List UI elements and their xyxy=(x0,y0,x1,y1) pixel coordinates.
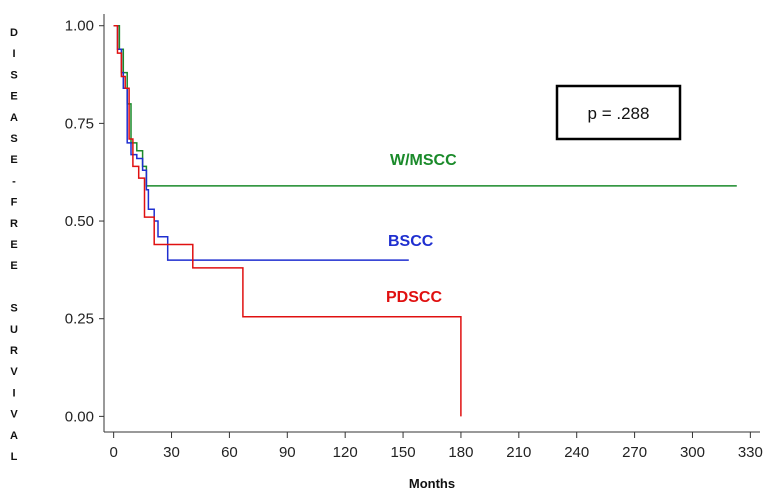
p-value-box: p = .288 xyxy=(555,84,682,141)
x-tick-label: 60 xyxy=(221,444,238,461)
series-line-bscc xyxy=(113,24,409,261)
x-tick-label: 240 xyxy=(564,444,589,461)
x-axis-title: Months xyxy=(409,476,455,491)
y-tick-label: 1.00 xyxy=(65,18,94,35)
y-axis-title-letter: A xyxy=(10,112,18,124)
x-tick-label: 180 xyxy=(448,444,473,461)
y-axis-title-letter: I xyxy=(12,387,15,399)
y-axis-title-letter: V xyxy=(10,366,18,378)
series-label-pdscc: PDSCC xyxy=(386,289,442,306)
y-axis-title-letter: I xyxy=(12,48,15,60)
y-axis-title-letter: - xyxy=(12,175,16,187)
y-tick-label: 0.50 xyxy=(65,213,94,230)
series-label-bscc: BSCC xyxy=(388,233,434,250)
x-tick-label: 90 xyxy=(279,444,296,461)
x-tick-label: 150 xyxy=(391,444,416,461)
y-tick-label: 0.75 xyxy=(65,115,94,132)
x-tick-label: 270 xyxy=(622,444,647,461)
series-label-w-mscc: W/MSCC xyxy=(390,152,457,169)
y-axis-title-letter: S xyxy=(10,303,17,315)
series-lines xyxy=(113,24,737,417)
y-axis-title-letter: E xyxy=(10,239,17,251)
y-axis-title-letter: L xyxy=(11,451,18,463)
x-axis-ticks: 0 30 60 90 120 150 180 210 240 270 300 330 xyxy=(109,432,763,461)
x-tick-label: 330 xyxy=(738,444,763,461)
p-value-text: p = .288 xyxy=(588,104,650,123)
x-tick-label: 30 xyxy=(163,444,180,461)
y-axis-ticks: 0.00 0.25 0.50 0.75 1.00 xyxy=(65,18,104,425)
y-axis-title-letter: S xyxy=(10,69,17,81)
y-axis-title-letter: E xyxy=(10,91,17,103)
y-axis-title-letter: V xyxy=(10,409,18,421)
y-axis-title-letter: A xyxy=(10,430,18,442)
y-axis-title-letter: R xyxy=(10,218,18,230)
x-tick-label: 0 xyxy=(109,444,117,461)
series-labels: W/MSCC BSCC PDSCC xyxy=(386,152,457,306)
y-tick-label: 0.00 xyxy=(65,408,94,425)
y-axis-title-letter: U xyxy=(10,324,18,336)
y-axis-title-letter: R xyxy=(10,345,18,357)
y-tick-label: 0.25 xyxy=(65,311,94,328)
y-axis-title-letter: D xyxy=(10,27,18,39)
y-axis-title-letter: S xyxy=(10,133,17,145)
series-line-pdscc xyxy=(113,24,462,417)
x-tick-label: 300 xyxy=(680,444,705,461)
x-tick-label: 120 xyxy=(333,444,358,461)
y-axis-title-letter: E xyxy=(10,260,17,272)
y-axis-title-letter: F xyxy=(11,197,18,209)
y-axis-title-letter: E xyxy=(10,154,17,166)
p-value-border xyxy=(555,84,682,141)
x-tick-label: 210 xyxy=(506,444,531,461)
